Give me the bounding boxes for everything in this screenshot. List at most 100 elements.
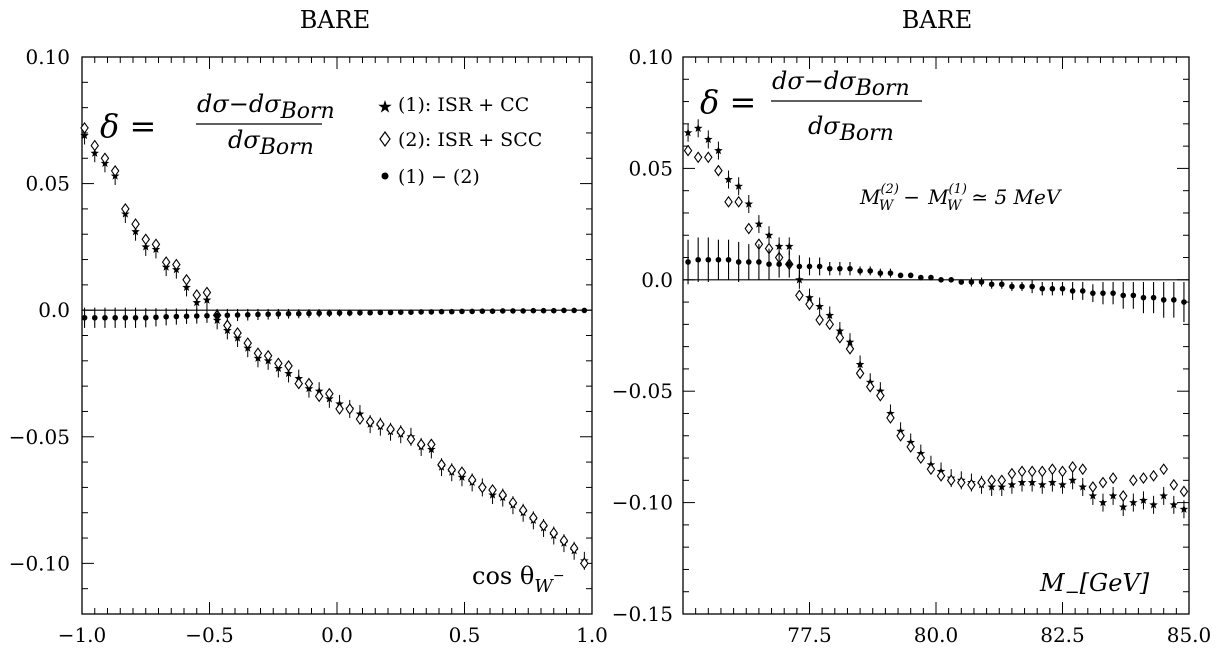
right-star-point bbox=[714, 146, 723, 155]
right-diamond-point bbox=[916, 452, 926, 464]
left-dot-point bbox=[540, 307, 547, 314]
right-dot-point bbox=[725, 256, 732, 263]
left-diamond-point bbox=[121, 202, 130, 215]
left-dot-point bbox=[275, 311, 282, 317]
left-diamond-point bbox=[447, 463, 457, 476]
left-dot-point bbox=[112, 314, 118, 321]
right-star-point bbox=[825, 310, 835, 320]
right-diamond-point bbox=[1139, 472, 1148, 485]
left-x-tick-label: 0.0 bbox=[321, 623, 353, 647]
left-diamond-point bbox=[131, 218, 140, 231]
left-dot-point bbox=[469, 308, 475, 315]
right-diamond-point bbox=[845, 342, 855, 355]
left-star-point bbox=[284, 368, 293, 378]
right-star-point bbox=[744, 199, 754, 208]
right-dot-point bbox=[715, 256, 722, 263]
left-dot-point bbox=[459, 308, 465, 315]
legend-label-2: (2): ISR + SCC bbox=[398, 129, 542, 151]
right-dot-point bbox=[968, 279, 975, 285]
left-dot-point bbox=[367, 309, 373, 316]
left-diamond-point bbox=[529, 511, 538, 524]
left-diamond-point bbox=[172, 258, 181, 271]
right-diamond-point bbox=[1068, 461, 1077, 473]
left-dot-point bbox=[438, 308, 445, 315]
left-dot-point bbox=[183, 313, 190, 320]
right-dot-point bbox=[1019, 283, 1025, 290]
right-star-point bbox=[1169, 500, 1179, 509]
left-dot-point bbox=[418, 309, 424, 315]
right-star-point bbox=[1068, 475, 1077, 484]
left-diamond-point bbox=[478, 481, 487, 494]
right-dot-point bbox=[1079, 288, 1086, 294]
left-diamond-point bbox=[314, 390, 324, 403]
right-y-tick-label: −0.05 bbox=[612, 379, 673, 403]
right-plot-area bbox=[682, 56, 1190, 615]
right-x-tick-label: 77.5 bbox=[787, 623, 832, 647]
legend-entry-3: (1) − (2) bbox=[381, 166, 480, 188]
annotation-w2: W bbox=[879, 198, 895, 214]
legend: (1): ISR + CC (2): ISR + SCC (1) − (2) bbox=[378, 94, 542, 188]
right-x-label-main: M bbox=[1039, 569, 1066, 597]
annotation-sup2: (2) bbox=[880, 182, 898, 197]
right-diamond-point bbox=[855, 367, 865, 380]
right-dot-point bbox=[1110, 290, 1116, 296]
left-formula-numerator-text: dσ−dσ bbox=[197, 90, 281, 118]
right-dot-point bbox=[806, 263, 813, 270]
right-y-tick-label: 0.05 bbox=[628, 156, 673, 180]
right-star-point bbox=[845, 337, 855, 346]
right-star-point bbox=[764, 230, 774, 239]
left-dot-point bbox=[489, 308, 496, 314]
right-star-point bbox=[1139, 495, 1148, 505]
right-star-point bbox=[1149, 500, 1158, 509]
right-star-point bbox=[835, 326, 845, 335]
left-diamond-point bbox=[355, 413, 365, 425]
right-star-point bbox=[815, 302, 824, 311]
right-tick-marks bbox=[682, 56, 1190, 615]
left-formula-denominator-text: dσ bbox=[228, 126, 260, 154]
right-formula-numerator-text: dσ−dσ bbox=[772, 67, 856, 95]
right-diamond-point bbox=[926, 463, 936, 476]
right-formula-delta: δ = bbox=[700, 83, 756, 121]
right-diamond-point bbox=[1007, 467, 1017, 480]
right-star-point bbox=[693, 123, 703, 132]
right-star-point bbox=[734, 181, 743, 190]
right-diamond-point bbox=[1179, 485, 1189, 498]
right-dot-point bbox=[1039, 285, 1046, 292]
left-x-tick-label: −0.5 bbox=[185, 623, 234, 647]
right-y-tick-label: 0.10 bbox=[628, 45, 673, 69]
right-diamond-point bbox=[987, 474, 996, 487]
left-dot-point bbox=[153, 314, 159, 321]
right-star-point bbox=[795, 275, 804, 284]
left-diamond-point bbox=[325, 387, 334, 400]
left-dot-point bbox=[561, 307, 567, 314]
left-diamond-point bbox=[90, 139, 100, 152]
left-star-point bbox=[202, 295, 212, 304]
legend-star-marker bbox=[378, 100, 392, 113]
right-star-point bbox=[1058, 480, 1067, 489]
right-dot-point bbox=[1069, 288, 1076, 294]
right-formula-denominator-sub: Born bbox=[839, 121, 894, 146]
right-star-point bbox=[1098, 498, 1108, 507]
left-dot-point bbox=[530, 307, 537, 314]
right-y-tick-label: −0.10 bbox=[612, 491, 673, 515]
legend-diamond-marker bbox=[379, 130, 391, 148]
left-diamond-point bbox=[80, 121, 89, 134]
left-diamond-point bbox=[141, 233, 151, 246]
left-x-label-main: cos θ bbox=[472, 562, 534, 590]
left-dot-point bbox=[224, 312, 231, 319]
legend-entry-2: (2): ISR + SCC bbox=[379, 129, 542, 151]
left-diamond-point bbox=[498, 489, 508, 501]
left-diamond-point bbox=[508, 496, 518, 509]
left-dot-point bbox=[397, 309, 404, 316]
right-formula-numerator-sub: Born bbox=[855, 76, 910, 101]
left-diamond-point bbox=[386, 423, 395, 436]
right-diamond-point bbox=[734, 195, 743, 208]
left-y-tick-label: −0.10 bbox=[9, 551, 70, 575]
left-star-point bbox=[192, 298, 202, 307]
left-diamond-point bbox=[365, 415, 375, 428]
right-x-tick-label: 80.0 bbox=[914, 623, 959, 647]
right-x-axis-label: M−[GeV] bbox=[1039, 569, 1150, 603]
right-dot-point bbox=[1140, 294, 1147, 301]
legend-label-1: (1): ISR + CC bbox=[398, 94, 529, 116]
right-formula-denominator-text: dσ bbox=[808, 112, 840, 140]
